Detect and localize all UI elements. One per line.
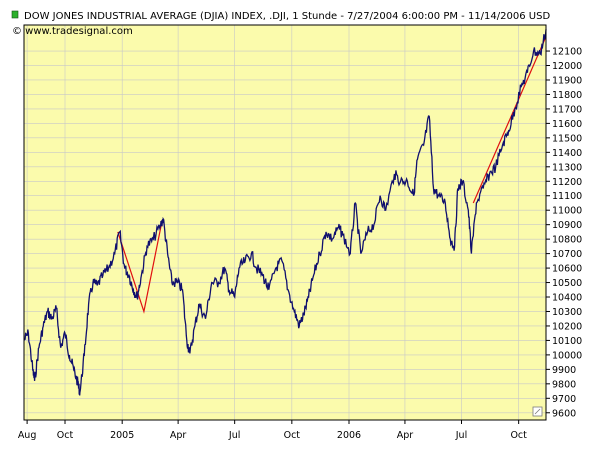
- y-tick-label: 11400: [552, 148, 582, 159]
- y-tick-label: 11900: [552, 75, 582, 86]
- resize-grip-icon[interactable]: [532, 406, 543, 417]
- y-axis-ticks: 9600 9700 9800 9900 10000 10100 10200 10300 1040…: [546, 47, 582, 419]
- trendlines: [117, 36, 547, 314]
- x-tick-label: 2006: [337, 430, 361, 441]
- y-tick-label: 10200: [552, 321, 582, 332]
- x-tick-label: Oct: [57, 430, 74, 441]
- x-tick-label: Oct: [284, 430, 301, 441]
- x-tick-label: Apr: [397, 430, 414, 441]
- y-tick-label: 12100: [552, 47, 582, 58]
- y-tick-label: 10400: [552, 293, 582, 304]
- y-tick-label: 10700: [552, 249, 582, 260]
- trendline: [117, 224, 162, 314]
- chart-title: DOW JONES INDUSTRIAL AVERAGE (DJIA) INDE…: [24, 11, 550, 22]
- x-tick-label: Apr: [170, 430, 187, 441]
- price-series-line: [23, 29, 547, 396]
- x-tick-label: Oct: [510, 430, 527, 441]
- y-tick-label: 11600: [552, 119, 582, 130]
- y-tick-label: 11700: [552, 104, 582, 115]
- y-tick-label: 10500: [552, 278, 582, 289]
- y-tick-label: 10800: [552, 235, 582, 246]
- y-tick-label: 11200: [552, 177, 582, 188]
- y-tick-label: 9700: [552, 394, 576, 405]
- x-tick-label: 2005: [110, 430, 134, 441]
- y-tick-label: 10100: [552, 336, 582, 347]
- y-tick-label: 9900: [552, 365, 576, 376]
- y-tick-label: 10000: [552, 350, 582, 361]
- plot-area: [24, 25, 546, 420]
- grid-lines: [24, 25, 546, 420]
- y-tick-label: 11800: [552, 90, 582, 101]
- y-tick-label: 9600: [552, 408, 576, 419]
- y-tick-label: 11500: [552, 133, 582, 144]
- y-tick-label: 10900: [552, 220, 582, 231]
- x-tick-label: Jul: [455, 430, 467, 441]
- trendline: [472, 36, 547, 204]
- y-tick-label: 11000: [552, 206, 582, 217]
- y-tick-label: 10600: [552, 264, 582, 275]
- plot-frame: [23, 24, 547, 421]
- y-tick-label: 9800: [552, 379, 576, 390]
- y-tick-label: 11100: [552, 191, 582, 202]
- x-tick-label: Jul: [228, 430, 240, 441]
- source-credit: © www.tradesignal.com: [12, 26, 133, 37]
- legend-marker-icon: [11, 10, 19, 19]
- x-tick-label: Aug: [18, 430, 37, 441]
- y-tick-label: 11300: [552, 162, 582, 173]
- x-axis-ticks: Aug Oct 2005 Apr Jul Oct 2006 Apr Jul Oct: [18, 420, 527, 441]
- y-tick-label: 10300: [552, 307, 582, 318]
- y-tick-label: 12000: [552, 61, 582, 72]
